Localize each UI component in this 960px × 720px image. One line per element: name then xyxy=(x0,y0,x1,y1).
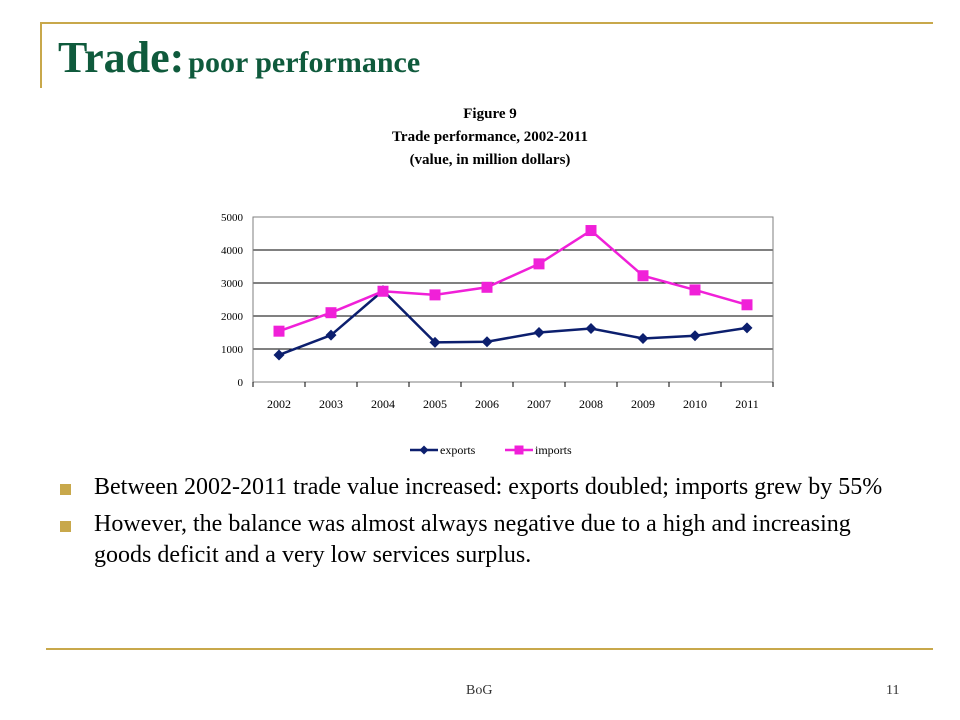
exports-point xyxy=(585,323,597,335)
top-border xyxy=(40,22,933,24)
imports-point xyxy=(741,299,753,311)
imports-point xyxy=(585,225,597,237)
page-number: 11 xyxy=(886,683,900,698)
bullet-item: However, the balance was almost always n… xyxy=(58,509,908,571)
exports-point xyxy=(429,336,441,348)
trade-line-chart: 0 1000 2000 3000 4000 5000 2002 2003 2004 2005 200… xyxy=(221,212,774,457)
plot-frame xyxy=(252,216,774,383)
y-tick-label: 3000 xyxy=(221,278,244,290)
figure-label: Figure 9 xyxy=(463,106,517,122)
x-tick-label: 2008 xyxy=(579,397,603,411)
bullet-square-icon xyxy=(60,484,71,495)
y-tick-label: 5000 xyxy=(221,212,244,224)
x-tick-label: 2002 xyxy=(267,397,291,411)
exports-point xyxy=(533,327,545,338)
figure-title: Trade performance, 2002-2011 xyxy=(392,129,588,145)
legend-label: imports xyxy=(535,443,572,457)
imports-point xyxy=(637,270,649,282)
legend-marker-imports xyxy=(514,445,524,455)
exports-point xyxy=(325,329,337,341)
x-tick-label: 2010 xyxy=(683,397,707,411)
imports-point xyxy=(481,281,493,293)
exports-point xyxy=(273,349,285,361)
bullet-item: Between 2002-2011 trade value increased:… xyxy=(58,472,908,503)
bottom-border xyxy=(46,648,933,650)
exports-point xyxy=(637,332,649,344)
x-tick-label: 2004 xyxy=(371,397,395,411)
imports-line xyxy=(278,228,748,333)
bullet-text: Between 2002-2011 trade value increased:… xyxy=(94,474,883,500)
imports-point xyxy=(325,307,337,319)
footer-label: BoG xyxy=(466,683,493,698)
figure-units: (value, in million dollars) xyxy=(409,152,571,168)
slide-title: Trade: poor performance xyxy=(58,32,420,83)
bullet-list: Between 2002-2011 trade value increased:… xyxy=(58,472,908,577)
x-tick-label: 2009 xyxy=(631,397,655,411)
legend-marker-exports xyxy=(419,445,429,455)
imports-point xyxy=(533,258,545,270)
imports-point xyxy=(689,284,701,296)
bullet-text: However, the balance was almost always n… xyxy=(94,511,851,568)
y-tick-label: 4000 xyxy=(221,245,244,257)
y-tick-label: 0 xyxy=(238,377,244,389)
exports-point xyxy=(689,330,701,342)
exports-line xyxy=(278,288,748,357)
legend-label: exports xyxy=(440,443,476,457)
imports-point xyxy=(429,289,441,301)
slide-title-main: Trade: xyxy=(58,33,185,82)
exports-point xyxy=(481,336,493,348)
left-border xyxy=(40,22,42,88)
x-tick-label: 2006 xyxy=(475,397,499,411)
x-tick-label: 2011 xyxy=(735,397,759,411)
y-tick-label: 2000 xyxy=(221,311,244,323)
exports-point xyxy=(741,322,753,334)
imports-point xyxy=(377,285,389,297)
x-tick-label: 2007 xyxy=(527,397,551,411)
x-tick-label: 2003 xyxy=(319,397,343,411)
y-tick-label: 1000 xyxy=(221,344,244,356)
bullet-square-icon xyxy=(60,521,71,532)
slide-title-sub: poor performance xyxy=(188,46,421,79)
imports-point xyxy=(273,325,285,337)
x-tick-label: 2005 xyxy=(423,397,447,411)
